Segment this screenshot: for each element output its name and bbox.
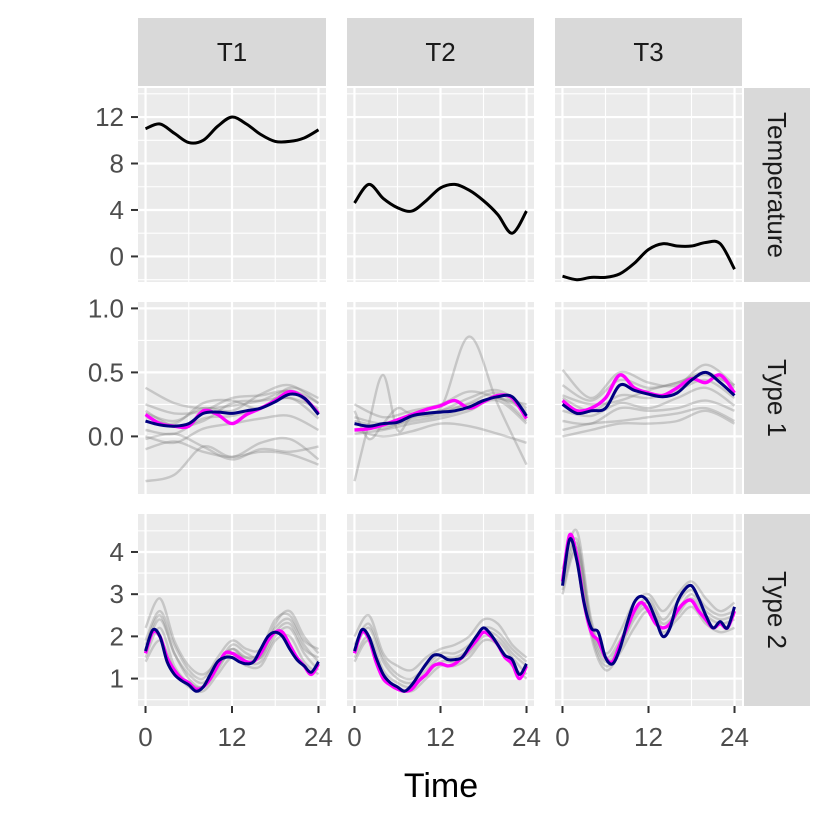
replicate-line-6 [145, 432, 319, 461]
column-strip-t2: T2 [347, 18, 534, 86]
panel-type-1-t1 [138, 302, 326, 494]
series-line-temperature [353, 182, 528, 235]
panel-type-2-t3 [555, 514, 742, 706]
y-tick-label: 8 [110, 149, 124, 179]
x-tick-label: 0 [347, 722, 361, 752]
row-strip-type-1: Type 1 [744, 302, 810, 494]
replicate-line-5 [144, 618, 320, 689]
column-strip-label: T2 [425, 37, 455, 67]
replicate-line-9 [145, 386, 319, 426]
series-line-navy [561, 370, 736, 416]
row-strip-label: Type 2 [762, 571, 792, 649]
y-tick-label: 0 [110, 241, 124, 271]
panel-type-2-t2 [347, 514, 534, 706]
replicate-line-5 [353, 626, 528, 685]
replicate-line-2 [561, 537, 735, 660]
series-line-magenta [560, 532, 737, 665]
series-group [353, 182, 528, 235]
column-strip-background [347, 18, 534, 86]
row-strip-background [744, 302, 810, 494]
x-tick-label: 24 [720, 722, 749, 752]
replicate-line-3 [144, 626, 320, 689]
y-tick-label: 3 [110, 579, 124, 609]
y-tick-label: 1.0 [88, 293, 124, 323]
series-group [560, 528, 737, 672]
replicate-line-1 [353, 614, 528, 672]
column-strip-background [555, 18, 742, 86]
y-tick-label: 2 [110, 621, 124, 651]
series-line-temperature [144, 115, 320, 145]
series-line-navy [561, 537, 736, 666]
row-strip-label: Temperature [762, 112, 792, 258]
panel-type-1-t2 [347, 302, 534, 494]
column-strip-background [138, 18, 326, 86]
series-group [353, 335, 528, 482]
series-line-navy [353, 626, 528, 693]
replicate-line-1 [561, 363, 736, 400]
x-tick-label: 0 [138, 722, 152, 752]
series-group [561, 363, 736, 438]
series-line-navy [145, 392, 320, 428]
x-tick-label: 12 [426, 722, 455, 752]
panel-temperature-t1 [138, 88, 326, 282]
x-tick-label: 24 [512, 722, 541, 752]
y-tick-label: 0.5 [88, 357, 124, 387]
replicate-line-1 [144, 597, 320, 676]
panels-layer [138, 88, 742, 706]
strips-layer: Temperature Type 1 Type 2 T1 T2 T3 [138, 18, 810, 706]
series-line-temperature [562, 239, 736, 282]
row-strip-label: Type 1 [762, 359, 792, 437]
series-line-magenta [143, 629, 320, 692]
replicate-line-2 [353, 622, 528, 681]
replicate-line-4 [562, 386, 736, 418]
replicate-line-7 [562, 409, 736, 438]
panel-type-2-t1 [138, 514, 326, 706]
panel-temperature-t3 [555, 88, 742, 282]
y-tick-label: 1 [110, 664, 124, 694]
replicate-line-5 [562, 399, 735, 426]
replicate-line-6 [144, 609, 320, 681]
series-group [144, 115, 320, 145]
series-group [143, 597, 320, 694]
series-line-navy [144, 627, 320, 693]
series-line-navy [354, 393, 528, 428]
row-strip-type-2: Type 2 [744, 514, 810, 706]
replicate-line-7 [145, 440, 319, 466]
series-group [144, 383, 320, 483]
replicate-line-8 [145, 436, 320, 483]
row-strip-background [744, 514, 810, 706]
series-group [562, 239, 736, 282]
replicate-line-6 [354, 422, 527, 444]
column-strip-label: T1 [217, 37, 247, 67]
x-tick-label: 0 [555, 722, 569, 752]
panel-temperature-t2 [347, 88, 534, 282]
replicate-line-6 [562, 406, 736, 432]
series-group [352, 614, 529, 693]
panel-type-1-t3 [555, 302, 742, 494]
y-tick-label: 0.0 [88, 421, 124, 451]
column-strip-t3: T3 [555, 18, 742, 86]
x-tick-label: 12 [634, 722, 663, 752]
row-strip-background [744, 88, 810, 282]
y-tick-label: 12 [95, 102, 124, 132]
replicate-line-3 [353, 634, 528, 689]
y-tick-label: 4 [110, 537, 124, 567]
replicate-line-1 [561, 528, 736, 655]
column-strip-t1: T1 [138, 18, 326, 86]
x-tick-label: 12 [218, 722, 247, 752]
column-strip-label: T3 [633, 37, 663, 67]
replicate-line-3 [145, 383, 320, 423]
x-tick-label: 24 [304, 722, 333, 752]
x-axis-title: Time [404, 767, 478, 805]
y-tick-label: 4 [110, 195, 124, 225]
replicate-line-4 [145, 396, 320, 436]
row-strip-temperature: Temperature [744, 88, 810, 282]
replicate-line-8 [562, 373, 735, 406]
